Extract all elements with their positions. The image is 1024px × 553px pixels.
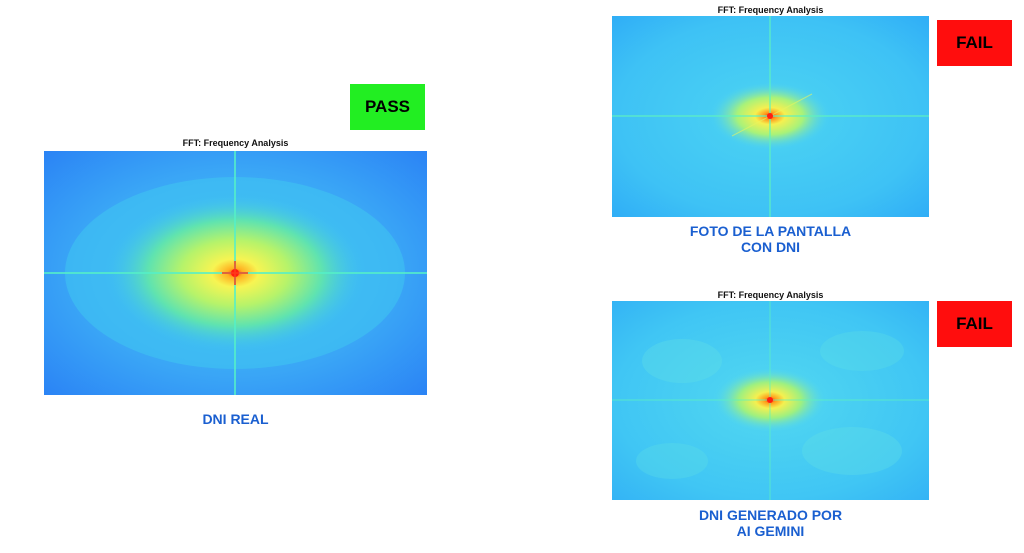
fft-spectrum-foto-pantalla bbox=[612, 16, 929, 217]
panel-2-verdict-badge: FAIL bbox=[937, 20, 1012, 66]
panel-1-caption: DNI REAL bbox=[202, 411, 269, 427]
panel-2-fft-spectrum-image bbox=[612, 16, 929, 217]
panel-3-fft-spectrum-image bbox=[612, 301, 929, 500]
panel-1-title: FFT: Frequency Analysis bbox=[182, 138, 289, 148]
fft-spectrum-dni-real bbox=[44, 151, 427, 395]
panel-2-title: FFT: Frequency Analysis bbox=[717, 5, 824, 15]
panel-1-verdict-badge: PASS bbox=[350, 84, 425, 130]
panel-2-caption: FOTO DE LA PANTALLA CON DNI bbox=[689, 223, 852, 255]
panel-3-title: FFT: Frequency Analysis bbox=[717, 290, 824, 300]
panel-1-fft-spectrum-image bbox=[44, 151, 427, 395]
fft-spectrum-ai-gemini bbox=[612, 301, 929, 500]
panel-3-caption: DNI GENERADO POR AI GEMINI bbox=[698, 507, 843, 539]
panel-3-verdict-badge: FAIL bbox=[937, 301, 1012, 347]
